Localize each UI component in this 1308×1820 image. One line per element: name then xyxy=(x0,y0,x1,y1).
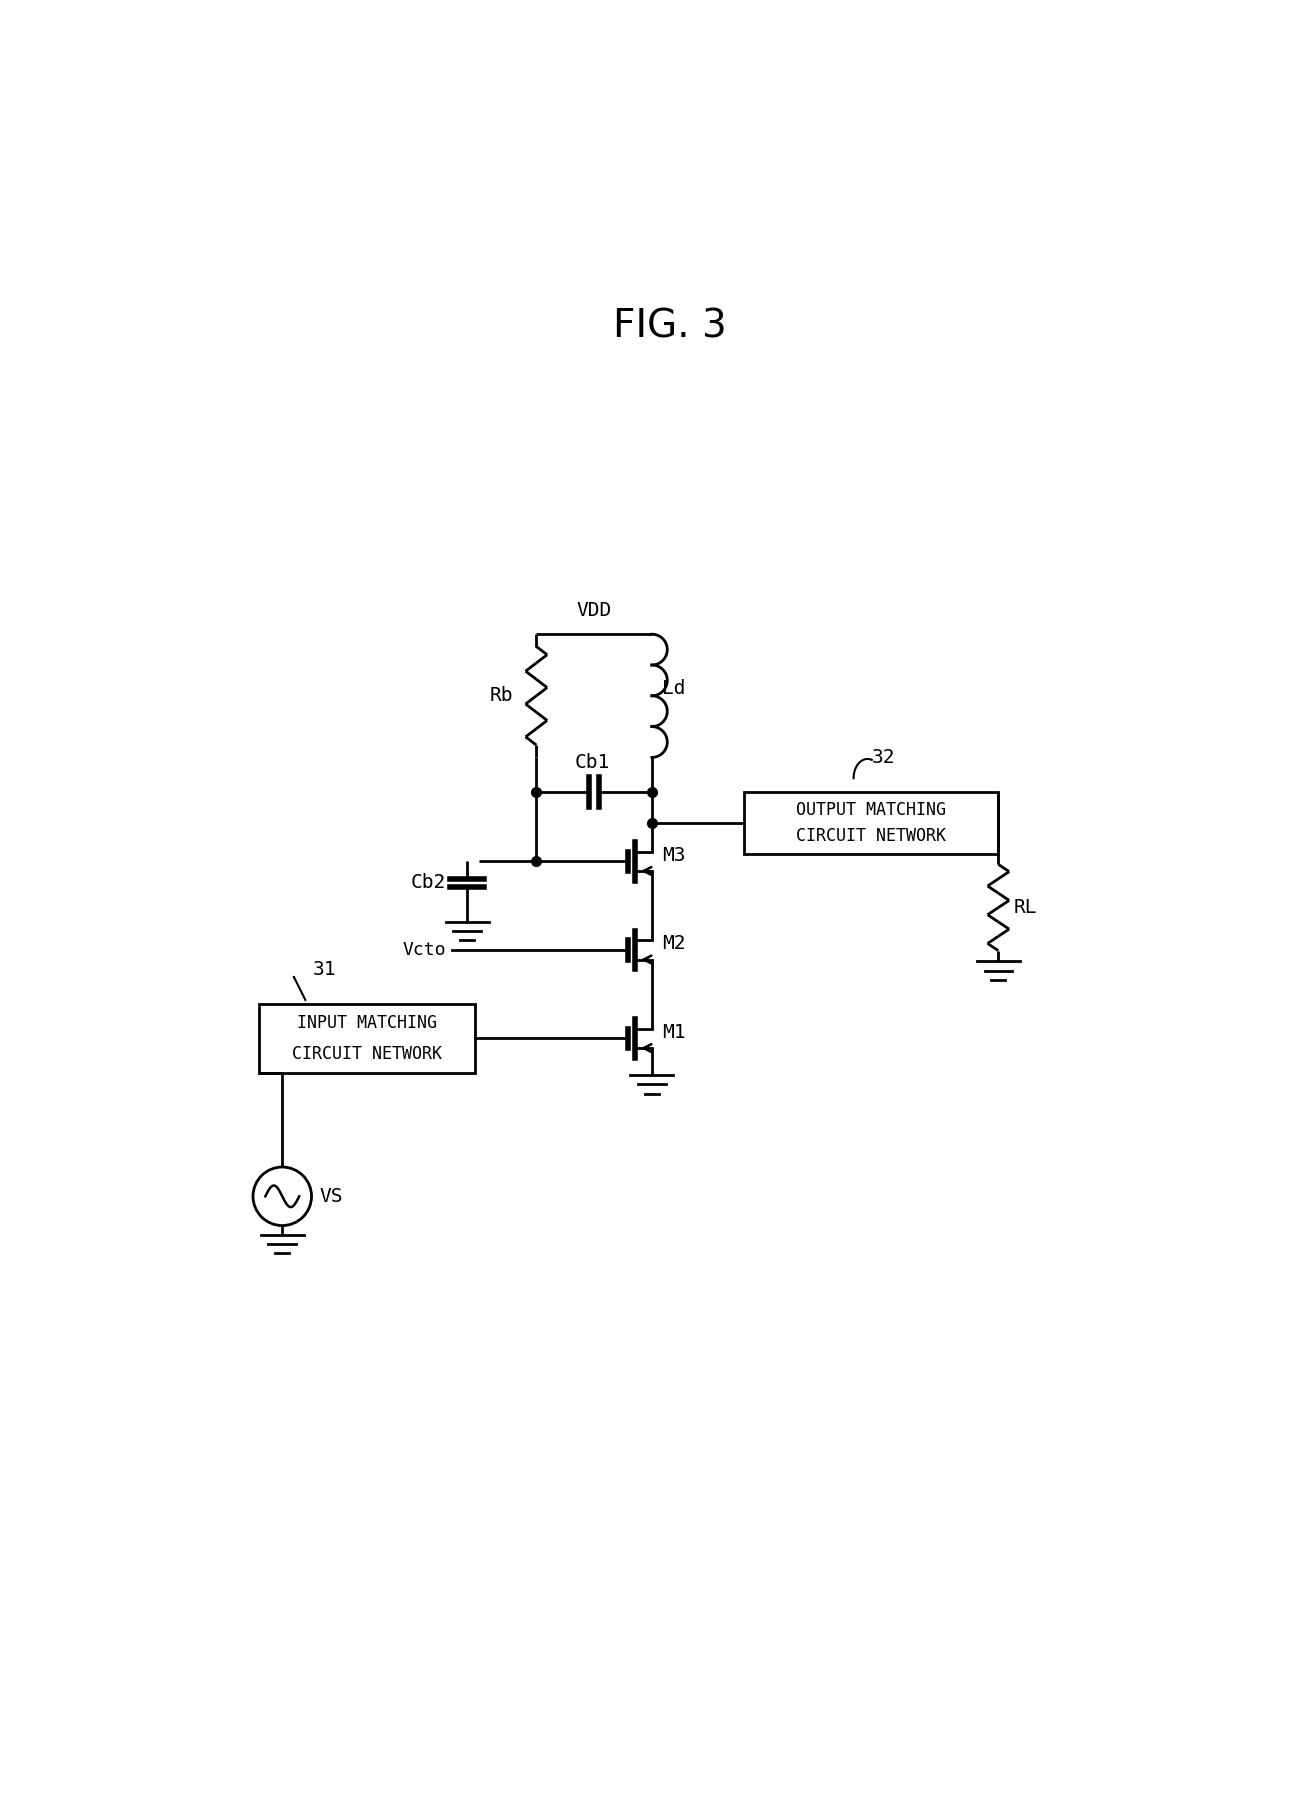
Text: VDD: VDD xyxy=(577,601,612,621)
Bar xyxy=(744,792,998,854)
Text: M2: M2 xyxy=(662,934,685,954)
Text: CIRCUIT NETWORK: CIRCUIT NETWORK xyxy=(797,826,946,844)
Text: Cb1: Cb1 xyxy=(574,753,610,772)
Text: Rb: Rb xyxy=(489,686,513,706)
Text: M3: M3 xyxy=(662,846,685,864)
Text: CIRCUIT NETWORK: CIRCUIT NETWORK xyxy=(292,1045,442,1063)
Text: OUTPUT MATCHING: OUTPUT MATCHING xyxy=(797,801,946,819)
Text: Cb2: Cb2 xyxy=(411,874,446,892)
Text: RL: RL xyxy=(1014,897,1037,917)
Text: 31: 31 xyxy=(313,959,336,979)
Text: FIG. 3: FIG. 3 xyxy=(613,308,727,346)
Text: VS: VS xyxy=(319,1187,343,1207)
Text: INPUT MATCHING: INPUT MATCHING xyxy=(297,1014,437,1032)
Text: M1: M1 xyxy=(662,1023,685,1041)
Bar xyxy=(259,1005,475,1074)
Text: 32: 32 xyxy=(871,748,895,766)
Text: Vcto: Vcto xyxy=(402,941,446,959)
Text: Ld: Ld xyxy=(662,679,685,697)
